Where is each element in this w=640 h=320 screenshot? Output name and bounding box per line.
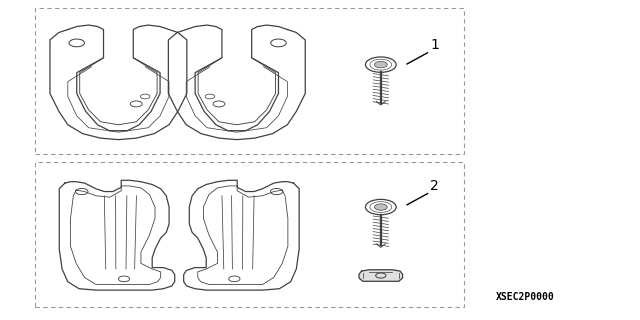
Text: 2: 2: [430, 179, 439, 193]
Bar: [35, 8, 464, 154]
Text: 1: 1: [430, 38, 439, 52]
Polygon shape: [359, 270, 403, 281]
Circle shape: [374, 204, 387, 210]
Text: XSEC2P0000: XSEC2P0000: [495, 292, 554, 302]
Circle shape: [374, 61, 387, 68]
Bar: [35, 162, 464, 307]
